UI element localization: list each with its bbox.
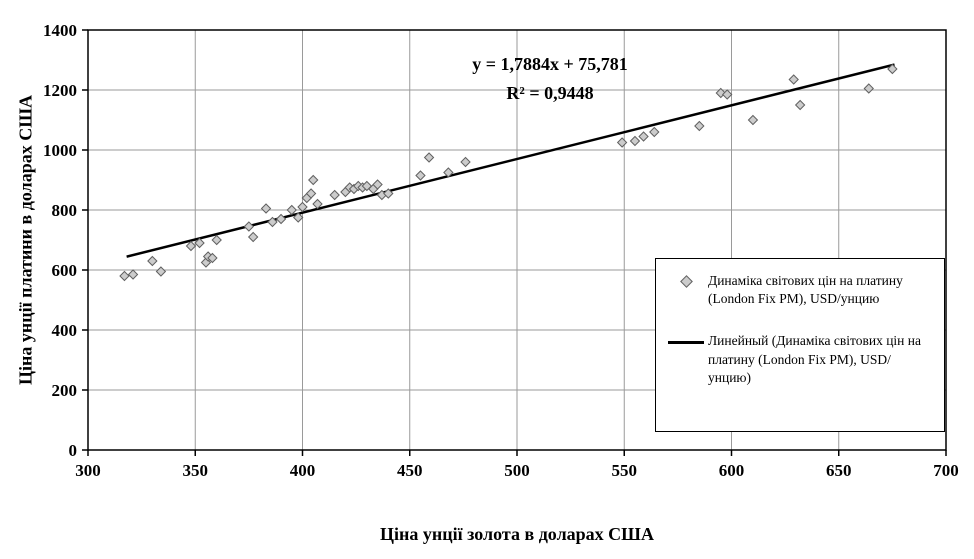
y-tick-label: 1200	[43, 81, 77, 100]
y-axis-title: Ціна унції платини в доларах США	[15, 94, 36, 386]
legend-label-trendline: Линейный (Динаміка світових цін на плати…	[708, 333, 921, 385]
y-tick-label: 800	[52, 201, 78, 220]
data-point	[887, 63, 898, 75]
x-tick-label: 500	[504, 461, 530, 480]
data-point	[286, 204, 297, 216]
data-point	[747, 114, 759, 126]
data-point	[863, 83, 874, 94]
trendline-r2: R² = 0,9448	[506, 82, 594, 103]
trendline	[126, 63, 895, 258]
x-tick-label: 700	[933, 461, 959, 480]
data-point	[247, 231, 259, 243]
data-point	[423, 152, 435, 163]
legend: Динаміка світових цін на платину (London…	[655, 258, 945, 432]
y-tick-label: 600	[52, 261, 78, 280]
line-marker-icon	[664, 332, 708, 345]
legend-label-platinum-series: Динаміка світових цін на платину (London…	[708, 273, 903, 307]
data-point	[297, 201, 308, 213]
x-tick-label: 400	[290, 461, 316, 480]
data-point	[312, 198, 323, 210]
data-point	[119, 270, 130, 282]
data-point	[794, 99, 806, 111]
data-point	[372, 179, 383, 190]
x-tick-label: 650	[826, 461, 852, 480]
x-tick-label: 600	[719, 461, 745, 480]
data-point	[267, 216, 278, 228]
data-point	[243, 221, 255, 232]
x-tick-label: 550	[612, 461, 638, 480]
y-tick-label: 200	[52, 381, 78, 400]
x-tick-label: 300	[75, 461, 101, 480]
trendline-equation: y = 1,7884x + 75,781	[472, 54, 628, 74]
data-point	[722, 89, 733, 100]
data-point	[694, 120, 705, 132]
data-point	[629, 135, 641, 147]
data-point	[649, 126, 660, 138]
data-point	[260, 203, 272, 214]
data-point	[305, 188, 317, 199]
data-point	[460, 156, 471, 168]
data-point	[415, 170, 426, 181]
data-point	[638, 131, 649, 142]
y-tick-label: 0	[69, 441, 78, 460]
data-point	[293, 212, 304, 223]
data-point	[443, 167, 454, 178]
data-point	[185, 240, 197, 252]
data-point	[383, 188, 394, 199]
data-point	[616, 137, 628, 148]
data-point	[207, 252, 218, 264]
x-tick-label: 350	[183, 461, 209, 480]
x-axis-title: Ціна унції золота в доларах США	[380, 524, 654, 544]
data-point	[275, 213, 287, 225]
diamond-marker-icon	[664, 272, 708, 288]
data-point	[147, 255, 158, 267]
trendline-annotation: y = 1,7884x + 75,781 R² = 0,9448	[400, 50, 700, 108]
data-point	[788, 74, 799, 85]
data-point	[127, 269, 139, 280]
legend-entry-trendline: Линейный (Динаміка світових цін на плати…	[664, 332, 934, 387]
data-point	[308, 174, 319, 186]
data-point	[329, 189, 340, 201]
y-tick-label: 1000	[43, 141, 77, 160]
y-tick-label: 1400	[43, 21, 77, 40]
data-point	[155, 266, 167, 277]
data-point	[194, 237, 205, 249]
legend-entry-platinum-series: Динаміка світових цін на платину (London…	[664, 272, 934, 308]
y-tick-label: 400	[52, 321, 78, 340]
data-point	[211, 234, 222, 246]
x-tick-label: 450	[397, 461, 423, 480]
